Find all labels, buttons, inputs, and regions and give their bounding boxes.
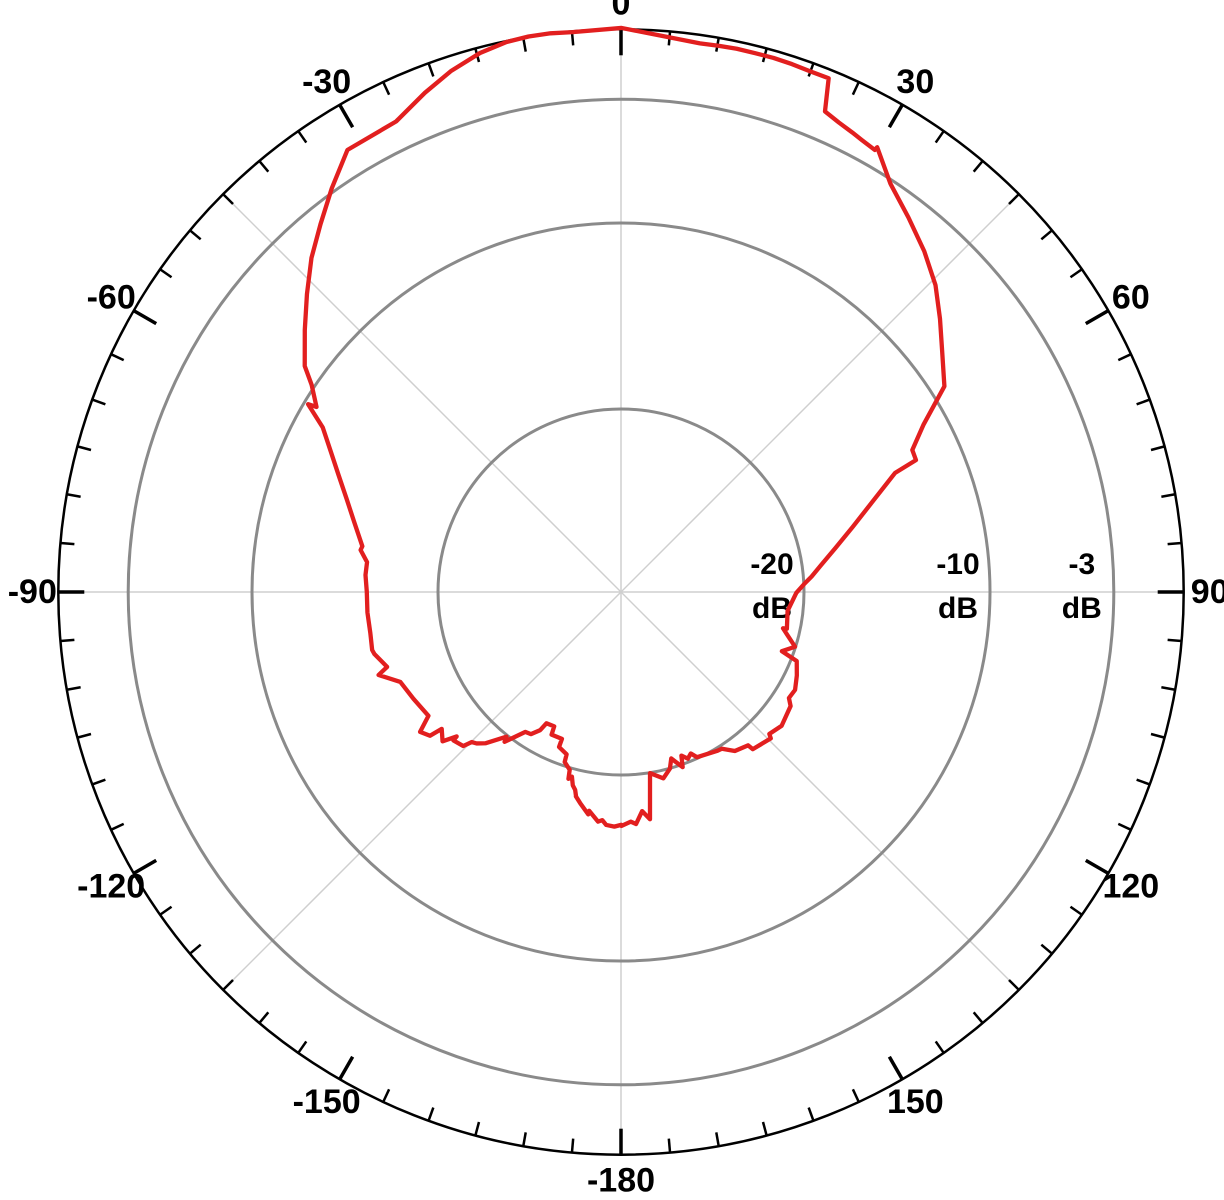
svg-text:60: 60 [1112, 279, 1150, 317]
svg-text:dB: dB [938, 592, 978, 625]
svg-text:90: 90 [1191, 573, 1224, 611]
svg-text:dB: dB [1062, 592, 1102, 625]
svg-text:0: 0 [612, 0, 631, 22]
svg-text:-90: -90 [8, 573, 57, 611]
svg-text:-20: -20 [750, 548, 793, 581]
svg-text:-60: -60 [87, 279, 136, 317]
svg-text:-30: -30 [302, 63, 351, 101]
svg-text:-10: -10 [936, 548, 979, 581]
svg-text:-3: -3 [1068, 548, 1095, 581]
svg-text:-120: -120 [77, 867, 145, 905]
svg-text:120: 120 [1102, 867, 1159, 905]
svg-text:30: 30 [896, 63, 934, 101]
svg-text:-180: -180 [587, 1162, 655, 1200]
svg-text:150: 150 [887, 1083, 944, 1121]
svg-text:-150: -150 [293, 1083, 361, 1121]
